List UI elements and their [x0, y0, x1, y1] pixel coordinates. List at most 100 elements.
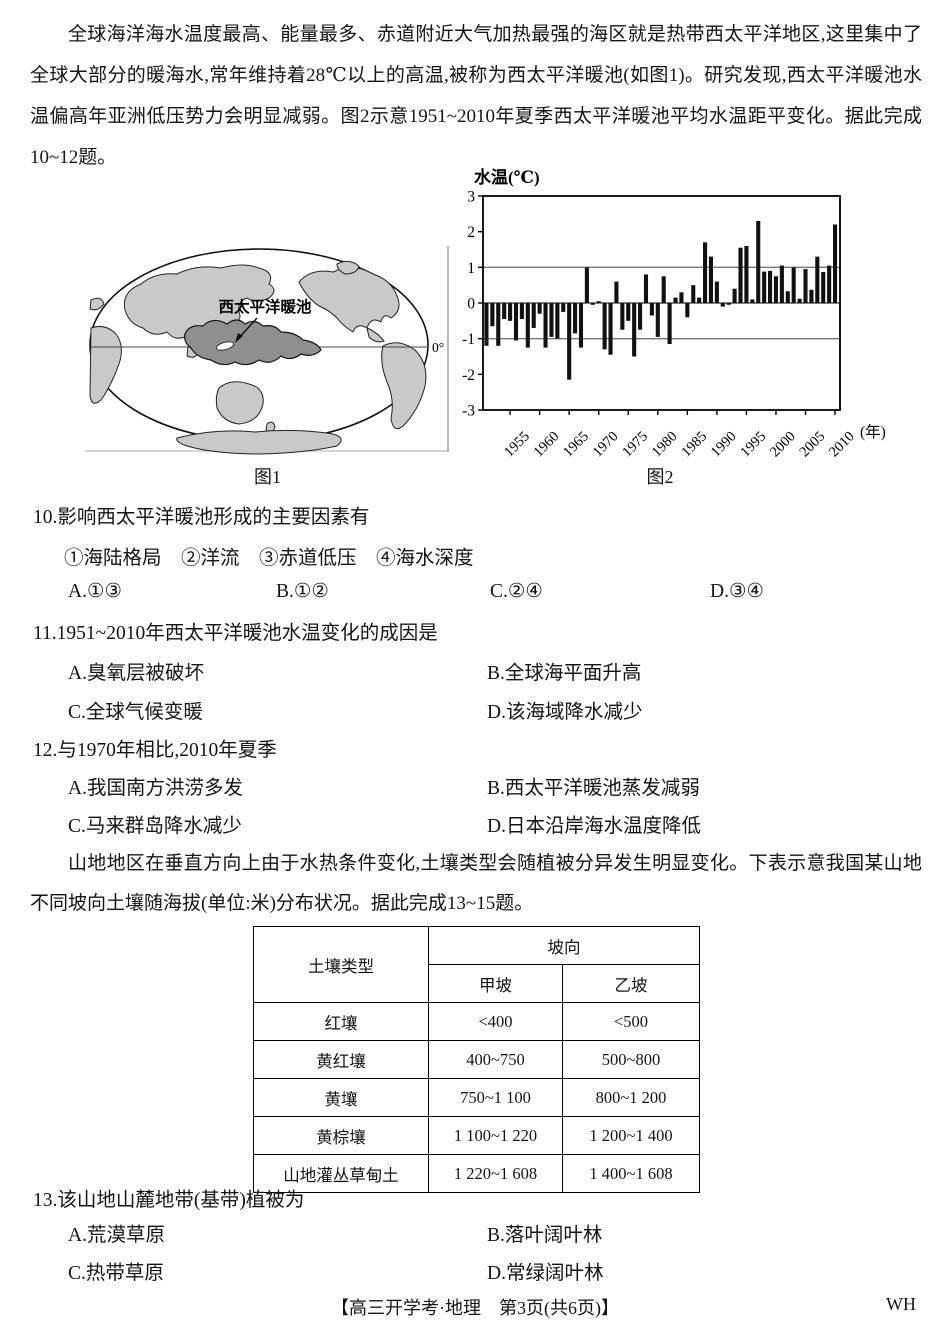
bar — [537, 303, 542, 314]
continents — [89, 260, 427, 455]
option-10-b: B.①② — [276, 581, 329, 602]
bar — [815, 256, 820, 303]
y-tick-label: 2 — [467, 224, 475, 241]
chart-bars — [484, 220, 838, 380]
option-13-a: A.荒漠草原 — [68, 1225, 165, 1246]
africa-edge — [89, 326, 122, 404]
option-11-b: B.全球海平面升高 — [487, 663, 642, 684]
slope-b-cell: 500~800 — [562, 1040, 700, 1079]
antarctica — [176, 429, 342, 455]
bar — [797, 298, 802, 303]
bar — [490, 303, 495, 327]
bar — [549, 303, 554, 337]
option-10-c: C.②④ — [490, 581, 543, 602]
y-tick-label: 3 — [467, 188, 475, 205]
bar — [555, 303, 560, 339]
bar — [584, 267, 589, 303]
table-header-soil-type: 土壤类型 — [253, 926, 429, 1003]
bar — [608, 303, 613, 355]
table-header-slope: 坡向 — [428, 926, 700, 965]
bar — [496, 303, 501, 346]
bar — [773, 276, 779, 303]
question-12-options-row1: A.我国南方洪涝多发 B.西太平洋暖池蒸发减弱 — [0, 771, 950, 801]
question-10-options: A.①③ B.①② C.②④ D.③④ — [0, 579, 950, 609]
figure2-bar-chart: 水温(℃) 3 2 1 0 -1 -2 -3 1955 1960 1965 1970 1975 198… — [460, 160, 950, 462]
australia — [215, 381, 264, 425]
warm-pool-label: 西太平洋暖池 — [218, 297, 312, 316]
bar — [649, 303, 654, 316]
soil-type-cell: 黄红壤 — [253, 1040, 429, 1079]
bar — [638, 303, 643, 330]
bar — [573, 303, 578, 334]
europe-edge — [89, 297, 105, 311]
bar — [708, 256, 714, 303]
y-tick-label: -3 — [462, 403, 475, 420]
slope-b-cell: 1 200~1 400 — [562, 1116, 700, 1155]
bar — [632, 303, 637, 357]
x-tick-label: 1975 — [619, 429, 651, 461]
bar — [685, 303, 690, 318]
equator-label: 0° — [432, 340, 444, 355]
slope-a-cell: 1 220~1 608 — [428, 1154, 563, 1193]
central-america — [366, 327, 385, 343]
bar — [744, 245, 749, 303]
bar — [543, 303, 548, 348]
table-row: 山地灌丛草甸土 1 220~1 608 1 400~1 608 — [253, 1154, 700, 1193]
slope-b-cell: 800~1 200 — [562, 1078, 700, 1117]
bar — [720, 303, 725, 307]
bar — [614, 281, 619, 303]
option-12-c: C.马来群岛降水减少 — [68, 816, 242, 837]
bar — [596, 301, 601, 303]
bar — [502, 303, 507, 320]
x-tick-label: 2005 — [797, 429, 829, 461]
figure1-world-map: 西太平洋暖池 0° — [85, 240, 450, 455]
x-tick-label: 1955 — [501, 429, 533, 461]
slope-a-cell: 400~750 — [428, 1040, 563, 1079]
x-tick-label: 1985 — [678, 429, 710, 461]
bar — [762, 271, 767, 303]
x-tick-label: 1980 — [649, 429, 681, 461]
bar — [827, 265, 832, 303]
slope-a-cell: <400 — [428, 1002, 563, 1041]
table-row: 黄红壤 400~750 500~800 — [253, 1040, 700, 1079]
option-10-d: D.③④ — [710, 581, 764, 602]
chart-x-axis-unit: (年) — [860, 423, 886, 441]
bar — [626, 303, 631, 321]
question-13-options-row1: A.荒漠草原 B.落叶阔叶林 — [0, 1218, 950, 1248]
bar — [667, 303, 672, 345]
slope-a-cell: 1 100~1 220 — [428, 1116, 563, 1155]
x-tick-label: 1970 — [590, 429, 622, 461]
question-13-options-row2: C.热带草原 D.常绿阔叶林 — [0, 1256, 950, 1286]
chart-x-tick-labels: 1955196019651970197519801985199019952000… — [501, 410, 858, 460]
bar — [519, 303, 524, 320]
bar — [703, 242, 708, 303]
bar — [732, 288, 737, 303]
option-13-d: D.常绿阔叶林 — [487, 1263, 604, 1284]
table-row: 黄壤 750~1 100 800~1 200 — [253, 1078, 700, 1117]
x-tick-label: 1990 — [708, 429, 740, 461]
figure2-caption: 图2 — [646, 467, 674, 487]
bar — [561, 303, 566, 312]
soil-type-cell: 山地灌丛草甸土 — [253, 1154, 429, 1193]
soil-type-cell: 黄壤 — [253, 1078, 429, 1117]
greenland — [336, 260, 360, 275]
bar — [525, 303, 530, 348]
option-12-d: D.日本沿岸海水温度降低 — [487, 816, 701, 837]
warm-pool-region — [184, 319, 322, 366]
bar — [738, 247, 743, 303]
bar — [508, 303, 513, 321]
table-row: 红壤 <400 <500 — [253, 1002, 700, 1041]
option-10-a: A.①③ — [68, 581, 122, 602]
bar — [803, 269, 808, 303]
figure1-caption: 图1 — [254, 467, 281, 487]
option-11-a: A.臭氧层被破坏 — [68, 663, 204, 684]
bar — [513, 303, 519, 341]
intro-paragraph-1: 全球海洋海水温度最高、能量最多、赤道附近大气加热最强的海区就是热带西太平洋地区,… — [30, 24, 922, 168]
chart-y-tick-labels: 3 2 1 0 -1 -2 -3 — [462, 188, 483, 420]
bar — [484, 303, 489, 346]
world-map-svg: 西太平洋暖池 0° — [85, 246, 449, 455]
slope-b-cell: <500 — [562, 1002, 700, 1041]
y-tick-label: 1 — [467, 260, 475, 277]
bar — [779, 265, 784, 303]
